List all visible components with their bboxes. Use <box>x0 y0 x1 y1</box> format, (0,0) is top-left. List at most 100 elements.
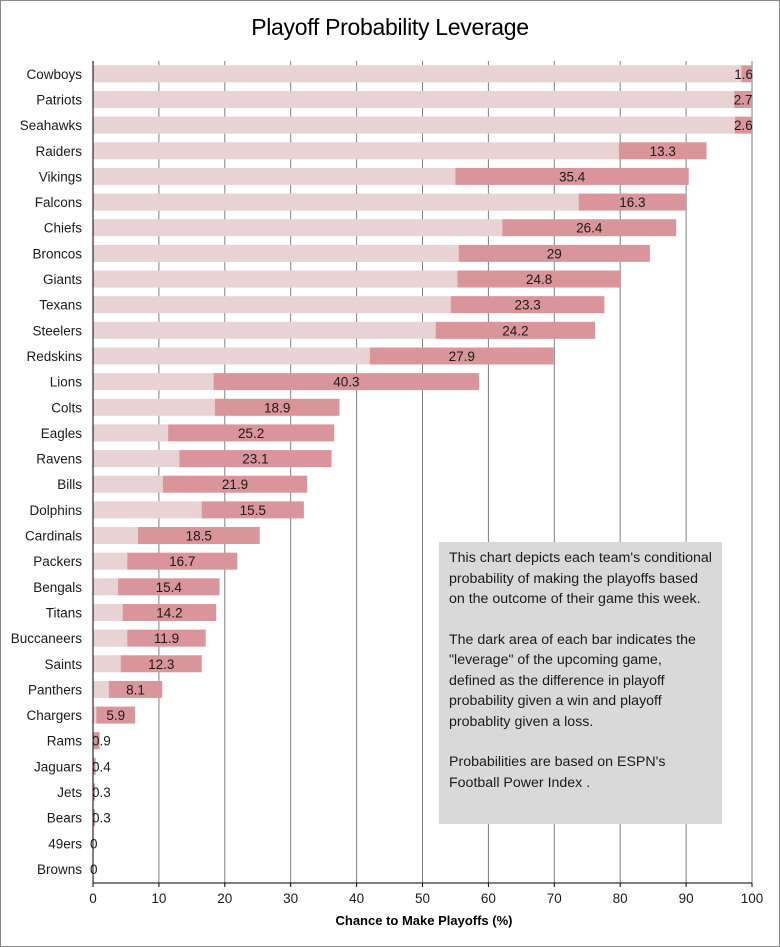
value-label-bills: 21.9 <box>222 477 248 492</box>
bar-base-texans <box>93 296 451 314</box>
value-label-browns: 0 <box>90 862 98 877</box>
bar-base-patriots <box>93 90 735 108</box>
bar-base-bengals <box>93 578 119 596</box>
bar-leverage-broncos <box>458 244 650 262</box>
team-label-jets: Jets <box>57 785 82 800</box>
bar-base-colts <box>93 398 215 416</box>
bar-base-dolphins <box>93 501 202 519</box>
value-label-steelers: 24.2 <box>502 323 528 338</box>
bar-leverage-giants <box>457 270 621 288</box>
bar-base-falcons <box>93 193 579 211</box>
value-label-titans: 14.2 <box>156 605 182 620</box>
bar-leverage-texans <box>450 296 605 314</box>
x-tick-label-30: 30 <box>283 891 298 906</box>
value-label-chargers: 5.9 <box>106 708 125 723</box>
value-label-rams: 0.9 <box>92 734 111 749</box>
team-label-vikings: Vikings <box>39 169 83 184</box>
value-label-broncos: 29 <box>547 246 562 261</box>
bar-leverage-bills <box>162 475 308 493</box>
bar-leverage-vikings <box>455 167 689 185</box>
value-label-vikings: 35.4 <box>559 169 586 184</box>
value-label-cowboys: 1.6 <box>734 67 753 82</box>
annotation-paragraph-3: Probabilities are based on ESPN's Footba… <box>449 754 666 791</box>
bar-leverage-panthers <box>108 680 163 698</box>
value-label-falcons: 16.3 <box>619 195 645 210</box>
x-axis-title: Chance to Make Playoffs (%) <box>336 913 513 928</box>
bar-leverage-saints <box>120 655 202 673</box>
bar-base-ravens <box>93 450 180 468</box>
team-label-giants: Giants <box>43 272 82 287</box>
value-labels: 1.6 2.7 2.6 13.3 35.4 16.3 26.4 29 24.8 23.3 24.2 2… <box>90 67 753 877</box>
value-label-eagles: 25.2 <box>238 426 264 441</box>
bar-leverage-seahawks <box>734 116 752 134</box>
team-label-panthers: Panthers <box>28 682 82 697</box>
bar-base-panthers <box>93 680 109 698</box>
chart-title: Playoff Probability Leverage <box>251 14 529 40</box>
team-label-steelers: Steelers <box>32 323 82 338</box>
x-tick-label-0: 0 <box>89 891 97 906</box>
bar-base-titans <box>93 603 123 621</box>
bar-base-broncos <box>93 244 459 262</box>
team-label-broncos: Broncos <box>32 246 82 261</box>
team-label-texans: Texans <box>39 298 82 313</box>
value-label-bengals: 15.4 <box>156 580 183 595</box>
value-label-redskins: 27.9 <box>449 349 475 364</box>
team-label-dolphins: Dolphins <box>29 503 82 518</box>
value-label-packers: 16.7 <box>169 554 195 569</box>
team-label-49ers: 49ers <box>48 836 82 851</box>
bar-leverage-patriots <box>734 90 752 108</box>
team-label-bengals: Bengals <box>33 580 82 595</box>
value-label-texans: 23.3 <box>514 298 540 313</box>
team-label-cowboys: Cowboys <box>26 67 82 82</box>
bar-base-chargers <box>93 706 97 724</box>
bar-base-giants <box>93 270 458 288</box>
bar-leverage-chiefs <box>502 219 677 237</box>
annotation-box: This chart depicts each team's condition… <box>439 542 722 824</box>
value-label-panthers: 8.1 <box>126 682 145 697</box>
bar-leverage-redskins <box>369 347 554 365</box>
bar-leverage-colts <box>214 398 340 416</box>
axes <box>92 61 753 887</box>
x-tick-label-90: 90 <box>679 891 694 906</box>
team-label-seahawks: Seahawks <box>20 118 83 133</box>
bar-base-packers <box>93 552 128 570</box>
team-label-cardinals: Cardinals <box>25 529 82 544</box>
team-label-rams: Rams <box>47 734 83 749</box>
value-label-seahawks: 2.6 <box>734 118 753 133</box>
bar-leverage-dolphins <box>201 501 304 519</box>
x-tick-label-100: 100 <box>741 891 764 906</box>
bar-base-bills <box>93 475 163 493</box>
team-label-raiders: Raiders <box>35 144 82 159</box>
bar-base-seahawks <box>93 116 735 134</box>
bar-base-lions <box>93 373 214 391</box>
bar-base-cowboys <box>93 65 742 83</box>
team-label-bills: Bills <box>57 477 82 492</box>
value-label-chiefs: 26.4 <box>576 221 603 236</box>
bar-base-steelers <box>93 321 436 339</box>
bar-leverage-packers <box>127 552 238 570</box>
team-label-eagles: Eagles <box>41 426 83 441</box>
value-label-buccaneers: 11.9 <box>154 631 179 646</box>
bar-leverage-cardinals <box>137 527 260 545</box>
annotation-paragraph-1: This chart depicts each team's condition… <box>449 550 712 607</box>
bar-leverage-chargers <box>96 706 136 724</box>
value-label-patriots: 2.7 <box>734 92 753 107</box>
team-label-packers: Packers <box>33 554 82 569</box>
team-label-ravens: Ravens <box>36 452 82 467</box>
value-label-saints: 12.3 <box>148 657 174 672</box>
bar-leverage-falcons <box>578 193 687 211</box>
team-label-saints: Saints <box>44 657 82 672</box>
value-label-lions: 40.3 <box>333 375 359 390</box>
x-tick-label-10: 10 <box>151 891 166 906</box>
annotation-paragraph-2: The dark area of each bar indicates the … <box>449 631 696 730</box>
bar-leverage-steelers <box>435 321 596 339</box>
bar-leverage-bengals <box>118 578 220 596</box>
bar-base-buccaneers <box>93 629 128 647</box>
bar-base-chiefs <box>93 219 503 237</box>
team-label-jaguars: Jaguars <box>34 759 82 774</box>
bar-base-saints <box>93 655 121 673</box>
bar-leverage-lions <box>213 373 480 391</box>
team-label-bears: Bears <box>47 811 83 826</box>
value-label-49ers: 0 <box>90 836 98 851</box>
